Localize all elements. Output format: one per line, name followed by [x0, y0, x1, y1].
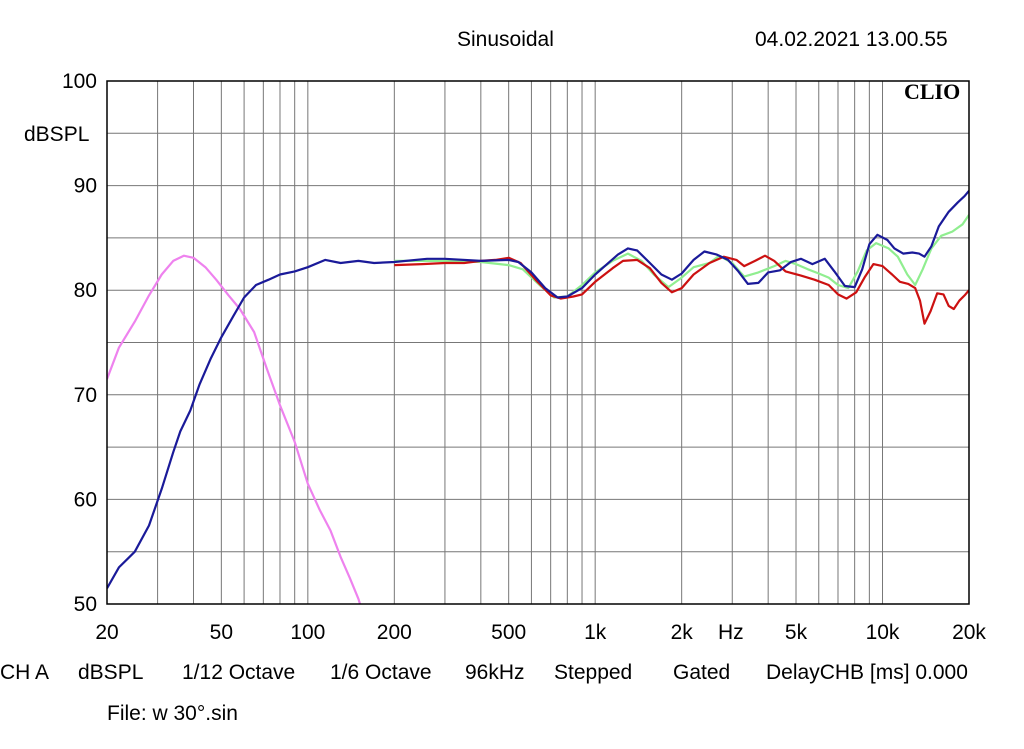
x-tick-label: 500 — [491, 621, 526, 644]
timestamp: 04.02.2021 13.00.55 — [755, 28, 948, 51]
y-axis-label: dBSPL — [24, 123, 90, 146]
setting-channel: CH A — [0, 661, 50, 684]
y-tick-label: 80 — [74, 279, 97, 302]
series-woofer — [107, 254, 362, 604]
series-tweeter-b — [394, 254, 969, 325]
series-system — [107, 190, 969, 589]
x-tick-label: 100 — [290, 621, 325, 644]
y-tick-label: 60 — [74, 488, 97, 511]
x-tick-label: 50 — [210, 621, 233, 644]
plot-frame — [106, 80, 970, 605]
y-tick-label: 70 — [74, 384, 97, 407]
x-axis-unit-label: Hz — [718, 621, 744, 644]
x-tick-label: 2k — [671, 621, 694, 644]
setting-unit: dBSPL — [78, 661, 144, 684]
x-tick-label: 20k — [952, 621, 986, 644]
y-tick-label: 50 — [74, 593, 97, 616]
tick-labels: 100 90 80 70 60 50 20 50 100 200 500 1k 2k 5k 10k 20k — [62, 70, 986, 644]
x-tick-label: 200 — [377, 621, 412, 644]
y-tick-label: 90 — [74, 175, 97, 198]
chart-title: Sinusoidal — [457, 28, 554, 51]
setting-smoothing-2: 1/6 Octave — [330, 661, 432, 684]
setting-gating: Gated — [673, 661, 731, 684]
setting-sweep-mode: Stepped — [554, 661, 633, 684]
x-tick-label: 5k — [785, 621, 808, 644]
series-layer — [107, 190, 969, 604]
clio-logo: CLIO — [904, 79, 961, 104]
setting-smoothing-1: 1/12 Octave — [182, 661, 296, 684]
x-tick-label: 1k — [584, 621, 607, 644]
grid — [107, 80, 969, 605]
file-name: File: w 30°.sin — [107, 702, 238, 725]
setting-delay: DelayCHB [ms] 0.000 — [766, 661, 968, 684]
x-tick-label: 20 — [95, 621, 118, 644]
setting-sample-rate: 96kHz — [465, 661, 525, 684]
x-tick-label: 10k — [866, 621, 900, 644]
y-tick-label: 100 — [62, 70, 97, 93]
